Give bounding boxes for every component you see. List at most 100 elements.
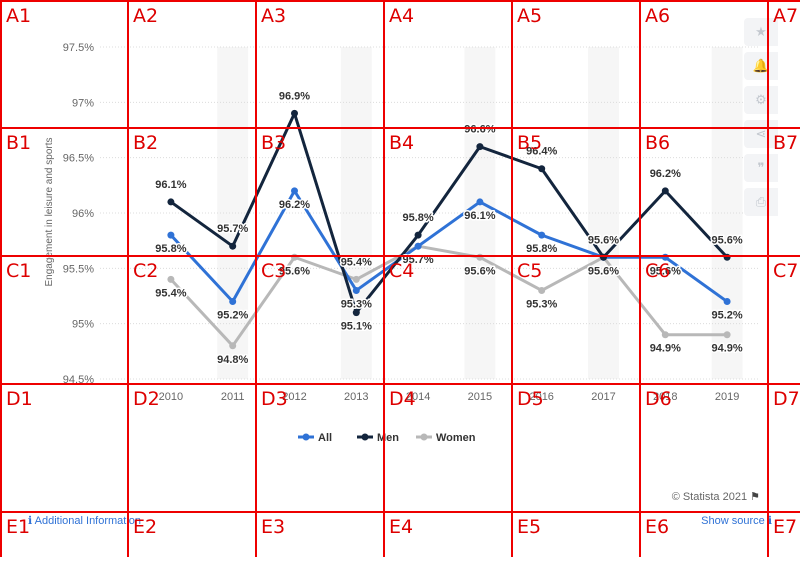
data-point-women[interactable] bbox=[352, 275, 360, 283]
data-label-all: 95.8% bbox=[155, 243, 186, 255]
data-point-all[interactable] bbox=[661, 253, 669, 261]
additional-information-link[interactable]: ℹ Additional Information bbox=[28, 514, 141, 527]
series-line-all[interactable] bbox=[169, 189, 728, 304]
y-tick-label: 96% bbox=[72, 208, 94, 220]
data-label-all: 96.2% bbox=[279, 199, 310, 211]
data-label-all: 95.6% bbox=[650, 265, 681, 277]
legend-swatch-dot bbox=[361, 433, 369, 441]
legend[interactable]: All Men Women bbox=[298, 432, 476, 444]
data-point-women[interactable] bbox=[291, 253, 298, 261]
series-line-women[interactable] bbox=[169, 244, 728, 348]
data-label-men: 96.2% bbox=[650, 168, 681, 180]
data-point-men[interactable] bbox=[723, 253, 731, 261]
data-point-all[interactable] bbox=[723, 298, 731, 306]
legend-item-women[interactable]: Women bbox=[416, 432, 476, 444]
y-axis-ticks: 94.5% 95% 95.5% 96% 96.5% 97% 97.5% bbox=[63, 42, 94, 386]
series-line-men[interactable] bbox=[170, 111, 729, 315]
side-toolbar: ★ 🔔 ⚙ ⋖ ❞ ⎙ bbox=[744, 18, 780, 222]
x-tick-label: 2014 bbox=[406, 391, 430, 403]
legend-label: Women bbox=[436, 432, 476, 444]
copyright-text: © Statista 2021 ⚑ bbox=[672, 490, 760, 503]
data-point-all[interactable] bbox=[476, 198, 484, 206]
show-source-label: Show source bbox=[701, 515, 765, 527]
info-icon: ℹ bbox=[767, 515, 772, 527]
show-source-link[interactable]: Show source ℹ bbox=[701, 514, 772, 527]
data-label-women: 95.4% bbox=[341, 256, 372, 268]
data-label-all: 95.3% bbox=[341, 298, 372, 310]
data-point-men[interactable] bbox=[167, 198, 175, 206]
data-point-women[interactable] bbox=[538, 286, 546, 294]
x-tick-label: 2018 bbox=[653, 391, 677, 403]
y-tick-label: 95% bbox=[72, 319, 94, 331]
data-point-men[interactable] bbox=[476, 143, 484, 151]
additional-information-label: Additional Information bbox=[34, 515, 142, 527]
bell-icon[interactable]: 🔔 bbox=[744, 52, 778, 80]
data-point-men[interactable] bbox=[600, 253, 607, 261]
legend-swatch-dot bbox=[420, 433, 428, 441]
legend-label: Men bbox=[377, 432, 399, 444]
y-tick-label: 97% bbox=[72, 97, 94, 109]
data-label-women: 94.9% bbox=[711, 343, 742, 355]
data-label-all: 95.6% bbox=[588, 234, 619, 246]
data-label-men: 95.1% bbox=[341, 321, 372, 333]
x-tick-label: 2010 bbox=[159, 391, 183, 403]
data-point-men[interactable] bbox=[352, 309, 360, 317]
legend-swatch-dot bbox=[302, 433, 310, 441]
flag-icon[interactable]: ⚑ bbox=[750, 491, 760, 503]
data-point-men[interactable] bbox=[414, 231, 422, 239]
data-point-all[interactable] bbox=[229, 298, 237, 306]
data-label-men: 95.7% bbox=[217, 223, 248, 235]
data-label-men: 95.8% bbox=[402, 212, 433, 224]
data-label-women: 95.6% bbox=[464, 265, 495, 277]
x-tick-label: 2011 bbox=[221, 391, 245, 403]
data-label-women: 94.9% bbox=[650, 343, 681, 355]
data-point-women[interactable] bbox=[476, 253, 484, 261]
data-label-men: 96.9% bbox=[279, 90, 310, 102]
y-tick-label: 97.5% bbox=[63, 42, 94, 54]
data-label-men: 95.6% bbox=[711, 234, 742, 246]
data-label-women: 95.6% bbox=[588, 265, 619, 277]
print-icon[interactable]: ⎙ bbox=[744, 188, 778, 216]
data-point-women[interactable] bbox=[229, 342, 237, 350]
data-point-all[interactable] bbox=[414, 242, 422, 250]
y-axis-label: Engagement in leisure and sports bbox=[44, 138, 55, 287]
x-tick-label: 2012 bbox=[282, 391, 306, 403]
y-tick-label: 96.5% bbox=[63, 153, 94, 165]
star-icon[interactable]: ★ bbox=[744, 18, 778, 46]
data-point-men[interactable] bbox=[661, 187, 669, 195]
data-label-women: 95.3% bbox=[526, 298, 557, 310]
data-point-men[interactable] bbox=[229, 242, 237, 250]
data-label-men: 96.4% bbox=[526, 146, 557, 158]
data-label-men: 96.6% bbox=[464, 124, 495, 136]
x-tick-label: 2016 bbox=[529, 391, 553, 403]
series-lines bbox=[167, 109, 731, 350]
x-tick-label: 2015 bbox=[468, 391, 492, 403]
data-point-women[interactable] bbox=[167, 275, 175, 283]
data-label-women: 95.7% bbox=[402, 254, 433, 266]
data-point-all[interactable] bbox=[167, 231, 175, 239]
data-point-women[interactable] bbox=[661, 331, 669, 339]
info-icon: ℹ bbox=[28, 515, 33, 527]
copyright-label: © Statista 2021 bbox=[671, 491, 748, 503]
gear-icon[interactable]: ⚙ bbox=[744, 86, 778, 114]
quote-icon[interactable]: ❞ bbox=[744, 154, 778, 182]
data-point-all[interactable] bbox=[291, 187, 298, 195]
data-label-all: 96.1% bbox=[464, 210, 495, 222]
share-icon[interactable]: ⋖ bbox=[744, 120, 778, 148]
legend-item-all[interactable]: All bbox=[298, 432, 332, 444]
data-point-men[interactable] bbox=[538, 165, 546, 173]
data-label-all: 95.2% bbox=[711, 310, 742, 322]
data-label-women: 95.6% bbox=[279, 265, 310, 277]
data-label-women: 95.4% bbox=[155, 287, 186, 299]
data-point-all[interactable] bbox=[352, 286, 360, 294]
data-point-all[interactable] bbox=[538, 231, 546, 239]
data-label-women: 94.8% bbox=[217, 354, 248, 366]
data-point-men[interactable] bbox=[291, 109, 298, 117]
data-labels: 95.8% 96.1% 95.4% 95.2% 95.7% 94.8% 96.2% 96.9%… bbox=[154, 89, 745, 367]
y-tick-label: 94.5% bbox=[63, 374, 94, 386]
x-tick-label: 2019 bbox=[715, 391, 739, 403]
legend-item-men[interactable]: Men bbox=[357, 432, 399, 444]
y-tick-label: 95.5% bbox=[63, 263, 94, 275]
data-point-women[interactable] bbox=[723, 331, 731, 339]
